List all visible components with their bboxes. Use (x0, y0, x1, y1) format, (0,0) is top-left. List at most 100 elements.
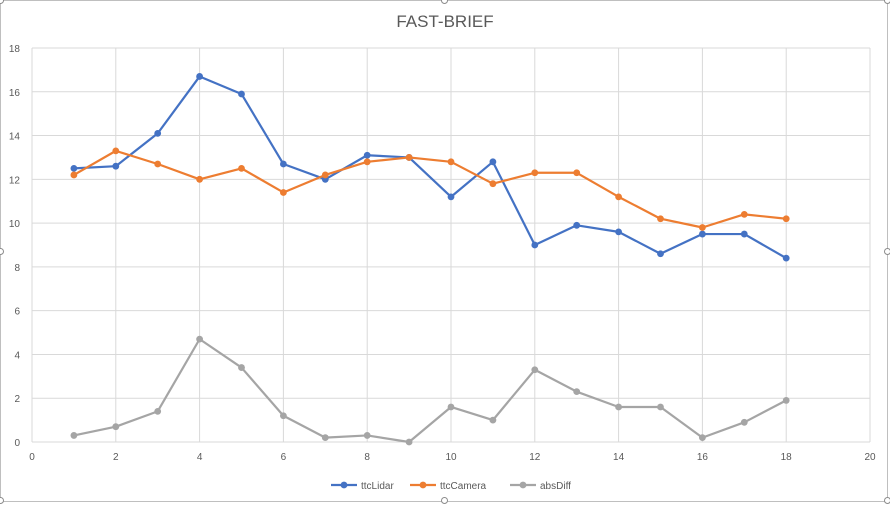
x-tick-label: 2 (113, 452, 119, 463)
data-point-absDiff[interactable] (154, 407, 162, 415)
data-point-ttcLidar[interactable] (782, 254, 790, 262)
y-tick-label: 4 (14, 350, 20, 361)
data-point-ttcCamera[interactable] (615, 193, 622, 201)
x-tick-label: 16 (697, 452, 709, 463)
data-point-absDiff[interactable] (782, 397, 790, 404)
data-point-ttcLidar[interactable] (70, 164, 78, 172)
gridlines (31, 47, 871, 443)
axes: 0 2 4 6 8 10 12 14 16 18 0 2 4 6 8 10 12 14 16 18 20 (9, 44, 876, 463)
data-point-absDiff[interactable] (615, 403, 622, 411)
series-line-ttcLidar[interactable] (72, 75, 788, 260)
data-point-absDiff[interactable] (238, 364, 245, 371)
x-tick-label: 0 (29, 452, 35, 463)
data-point-absDiff[interactable] (740, 418, 748, 426)
data-point-ttcLidar[interactable] (196, 73, 204, 80)
legend[interactable]: ttcLidar ttcCamera absDiff (331, 481, 571, 492)
legend-marker-ttcCamera (419, 481, 427, 489)
data-point-ttcCamera[interactable] (363, 158, 371, 166)
data-point-ttcCamera[interactable] (573, 169, 581, 177)
chart-title: FAST-BRIEF (396, 12, 493, 31)
data-point-ttcCamera[interactable] (447, 158, 455, 166)
y-tick-label: 12 (9, 175, 21, 186)
series-ttcLidar[interactable] (70, 73, 790, 262)
legend-marker-ttcLidar (340, 481, 348, 489)
data-point-ttcLidar[interactable] (112, 162, 120, 170)
y-tick-label: 2 (14, 394, 20, 405)
series-group (70, 73, 790, 446)
data-point-ttcLidar[interactable] (531, 241, 539, 249)
x-tick-label: 20 (864, 452, 876, 463)
data-point-ttcCamera[interactable] (489, 180, 497, 188)
data-point-ttcCamera[interactable] (280, 189, 287, 196)
data-point-ttcCamera[interactable] (740, 210, 748, 218)
x-tick-label: 14 (613, 452, 625, 463)
data-point-ttcLidar[interactable] (657, 250, 664, 258)
data-point-absDiff[interactable] (112, 423, 120, 431)
data-point-absDiff[interactable] (489, 416, 497, 424)
x-tick-label: 12 (529, 452, 541, 463)
data-point-ttcLidar[interactable] (740, 230, 748, 238)
data-point-ttcCamera[interactable] (70, 171, 78, 179)
data-point-absDiff[interactable] (405, 438, 413, 446)
data-point-ttcLidar[interactable] (573, 221, 581, 229)
data-point-ttcCamera[interactable] (196, 175, 204, 183)
x-tick-label: 18 (781, 452, 793, 463)
data-point-absDiff[interactable] (321, 434, 329, 442)
y-tick-label: 16 (9, 88, 21, 99)
data-point-absDiff[interactable] (196, 335, 204, 343)
data-point-ttcLidar[interactable] (154, 129, 162, 137)
data-point-ttcCamera[interactable] (238, 164, 245, 172)
data-point-absDiff[interactable] (280, 412, 287, 420)
series-line-absDiff[interactable] (72, 338, 788, 444)
legend-item-ttcCamera[interactable]: ttcCamera (410, 481, 487, 492)
series-ttcCamera[interactable] (70, 147, 790, 231)
data-point-ttcLidar[interactable] (615, 228, 622, 236)
legend-label-ttcLidar: ttcLidar (361, 481, 394, 492)
resize-handle-middle-right[interactable] (884, 248, 890, 255)
data-point-ttcCamera[interactable] (699, 224, 706, 231)
y-tick-label: 14 (9, 132, 21, 143)
data-point-ttcLidar[interactable] (238, 90, 245, 98)
data-point-ttcCamera[interactable] (112, 147, 120, 155)
data-point-ttcCamera[interactable] (321, 171, 329, 179)
data-point-ttcCamera[interactable] (154, 160, 162, 168)
legend-label-absDiff: absDiff (540, 481, 571, 492)
y-tick-label: 6 (14, 307, 20, 318)
series-line-ttcCamera[interactable] (72, 149, 788, 229)
data-point-ttcCamera[interactable] (782, 215, 790, 223)
data-point-absDiff[interactable] (363, 432, 371, 439)
resize-handle-bottom-center[interactable] (441, 497, 448, 504)
x-tick-label: 4 (197, 452, 203, 463)
y-tick-label: 0 (14, 438, 20, 449)
data-point-absDiff[interactable] (447, 403, 455, 411)
y-tick-label: 18 (9, 44, 21, 55)
data-point-ttcCamera[interactable] (405, 154, 413, 161)
x-tick-label: 6 (281, 452, 287, 463)
resize-handle-top-right[interactable] (884, 0, 890, 4)
series-absDiff[interactable] (70, 335, 790, 446)
data-point-ttcLidar[interactable] (363, 151, 371, 159)
data-point-ttcCamera[interactable] (531, 169, 539, 177)
data-point-absDiff[interactable] (657, 403, 664, 411)
resize-handle-top-center[interactable] (441, 0, 448, 4)
data-point-ttcCamera[interactable] (657, 215, 664, 223)
data-point-ttcLidar[interactable] (699, 230, 706, 238)
y-tick-label: 8 (14, 263, 20, 274)
y-tick-label: 10 (9, 219, 21, 230)
data-point-ttcLidar[interactable] (447, 193, 455, 201)
data-point-absDiff[interactable] (573, 388, 581, 396)
resize-handle-bottom-right[interactable] (884, 497, 890, 504)
legend-item-absDiff[interactable]: absDiff (510, 481, 571, 492)
data-point-ttcLidar[interactable] (280, 160, 287, 168)
data-point-absDiff[interactable] (699, 434, 706, 442)
resize-handle-top-left[interactable] (0, 0, 4, 4)
data-point-absDiff[interactable] (531, 366, 539, 374)
x-tick-label: 10 (445, 452, 457, 463)
resize-handle-middle-left[interactable] (0, 248, 4, 255)
legend-item-ttcLidar[interactable]: ttcLidar (331, 481, 394, 492)
data-point-ttcLidar[interactable] (489, 158, 497, 166)
data-point-absDiff[interactable] (70, 432, 78, 439)
legend-marker-absDiff (519, 481, 527, 489)
